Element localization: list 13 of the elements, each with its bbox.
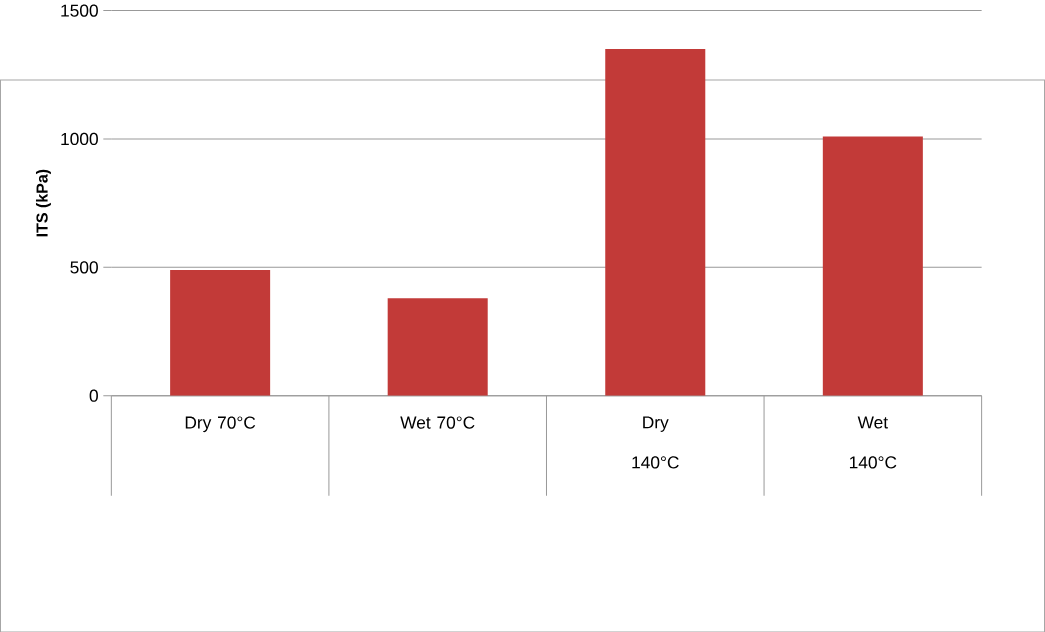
y-axis-title: ITS (kPa) [35,169,51,237]
bar [170,269,271,396]
bar [387,297,488,396]
category-label: Dry 140°C [632,416,679,469]
y-tick-label: 1000 [61,132,98,145]
y-tick-label: 500 [70,261,98,274]
x-tick-label: Wet 70°C [400,416,475,429]
x-tick-label: Dry 70°C [185,416,256,432]
y-tick-label: 1500 [61,4,98,17]
y-tick-label: 0 [89,389,98,402]
bar [605,48,706,396]
category-label: Wet 140°C [849,416,897,469]
bar [822,136,923,396]
